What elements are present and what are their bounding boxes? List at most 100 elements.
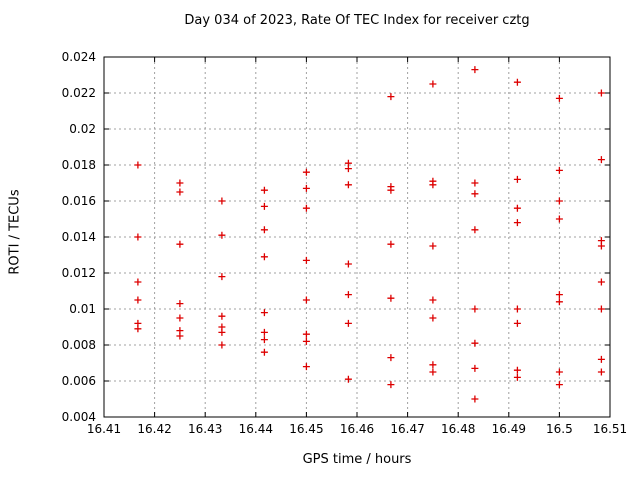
data-point-marker bbox=[260, 328, 268, 336]
data-point-marker bbox=[555, 381, 563, 389]
data-point-marker bbox=[429, 368, 437, 376]
x-tick-label: 16.43 bbox=[188, 422, 222, 436]
data-point-marker bbox=[555, 166, 563, 174]
y-tick-label: 0.02 bbox=[69, 122, 96, 136]
data-point-marker bbox=[134, 233, 142, 241]
data-point-marker bbox=[218, 341, 226, 349]
data-point-marker bbox=[513, 319, 521, 327]
data-point-marker bbox=[176, 240, 184, 248]
chart-title: Day 034 of 2023, Rate Of TEC Index for r… bbox=[184, 13, 530, 28]
data-point-marker bbox=[471, 364, 479, 372]
x-tick-label: 16.41 bbox=[87, 422, 121, 436]
data-point-marker bbox=[260, 336, 268, 344]
y-tick-label: 0.01 bbox=[69, 302, 96, 316]
data-point-marker bbox=[471, 339, 479, 347]
data-point-marker bbox=[176, 332, 184, 340]
data-point-marker bbox=[555, 197, 563, 205]
data-point-marker bbox=[302, 184, 310, 192]
data-point-marker bbox=[260, 226, 268, 234]
data-point-marker bbox=[344, 291, 352, 299]
y-tick-label: 0.018 bbox=[62, 158, 96, 172]
data-point-marker bbox=[513, 78, 521, 86]
x-tick-label: 16.47 bbox=[390, 422, 424, 436]
data-point-marker bbox=[387, 93, 395, 101]
y-tick-label: 0.012 bbox=[62, 266, 96, 280]
y-tick-label: 0.006 bbox=[62, 374, 96, 388]
data-point-marker bbox=[344, 375, 352, 383]
data-point-marker bbox=[302, 337, 310, 345]
data-point-marker bbox=[513, 373, 521, 381]
data-point-marker bbox=[134, 325, 142, 333]
y-tick-label: 0.004 bbox=[62, 410, 96, 424]
data-point-marker bbox=[260, 253, 268, 261]
x-tick-label: 16.48 bbox=[441, 422, 475, 436]
data-point-marker bbox=[429, 314, 437, 322]
data-point-marker bbox=[429, 361, 437, 369]
data-point-marker bbox=[344, 319, 352, 327]
data-point-marker bbox=[218, 197, 226, 205]
data-point-marker bbox=[260, 202, 268, 210]
data-point-marker bbox=[429, 296, 437, 304]
data-point-marker bbox=[471, 305, 479, 313]
data-point-marker bbox=[218, 231, 226, 239]
data-point-marker bbox=[429, 181, 437, 189]
x-tick-label: 16.51 bbox=[593, 422, 627, 436]
data-point-marker bbox=[218, 312, 226, 320]
data-point-marker bbox=[429, 242, 437, 250]
data-point-marker bbox=[134, 161, 142, 169]
x-tick-label: 16.45 bbox=[289, 422, 323, 436]
data-point-marker bbox=[387, 354, 395, 362]
y-tick-label: 0.022 bbox=[62, 86, 96, 100]
data-point-marker bbox=[513, 204, 521, 212]
data-point-marker bbox=[302, 168, 310, 176]
data-point-marker bbox=[555, 291, 563, 299]
x-tick-label: 16.46 bbox=[340, 422, 374, 436]
data-point-marker bbox=[597, 305, 605, 313]
data-point-marker bbox=[344, 260, 352, 268]
data-point-marker bbox=[134, 278, 142, 286]
x-tick-label: 16.49 bbox=[492, 422, 526, 436]
data-point-marker bbox=[344, 165, 352, 173]
data-point-marker bbox=[513, 219, 521, 227]
data-point-marker bbox=[260, 348, 268, 356]
data-point-marker bbox=[387, 294, 395, 302]
data-point-marker bbox=[429, 80, 437, 88]
data-point-marker bbox=[513, 366, 521, 374]
data-point-marker bbox=[471, 190, 479, 198]
x-axis-label: GPS time / hours bbox=[302, 452, 412, 467]
data-point-marker bbox=[302, 363, 310, 371]
data-point-marker bbox=[597, 278, 605, 286]
data-point-marker bbox=[555, 94, 563, 102]
data-point-marker bbox=[471, 179, 479, 187]
data-point-marker bbox=[471, 66, 479, 74]
y-tick-label: 0.024 bbox=[62, 50, 96, 64]
data-point-marker bbox=[597, 89, 605, 97]
data-point-marker bbox=[471, 395, 479, 403]
data-point-marker bbox=[260, 186, 268, 194]
data-point-marker bbox=[387, 381, 395, 389]
data-point-marker bbox=[597, 242, 605, 250]
data-point-marker bbox=[513, 175, 521, 183]
data-point-marker bbox=[597, 368, 605, 376]
data-point-marker bbox=[555, 298, 563, 306]
x-tick-label: 16.44 bbox=[239, 422, 273, 436]
data-point-marker bbox=[555, 368, 563, 376]
y-tick-label: 0.016 bbox=[62, 194, 96, 208]
data-point-marker bbox=[176, 188, 184, 196]
data-point-marker bbox=[597, 156, 605, 164]
data-point-marker bbox=[218, 273, 226, 281]
x-tick-label: 16.5 bbox=[546, 422, 573, 436]
y-tick-label: 0.008 bbox=[62, 338, 96, 352]
data-point-marker bbox=[176, 179, 184, 187]
data-point-marker bbox=[387, 240, 395, 248]
data-point-marker bbox=[302, 256, 310, 264]
data-point-marker bbox=[302, 296, 310, 304]
data-point-marker bbox=[176, 314, 184, 322]
data-point-marker bbox=[471, 226, 479, 234]
data-point-marker bbox=[344, 181, 352, 189]
y-tick-label: 0.014 bbox=[62, 230, 96, 244]
data-point-marker bbox=[134, 296, 142, 304]
x-tick-label: 16.42 bbox=[137, 422, 171, 436]
